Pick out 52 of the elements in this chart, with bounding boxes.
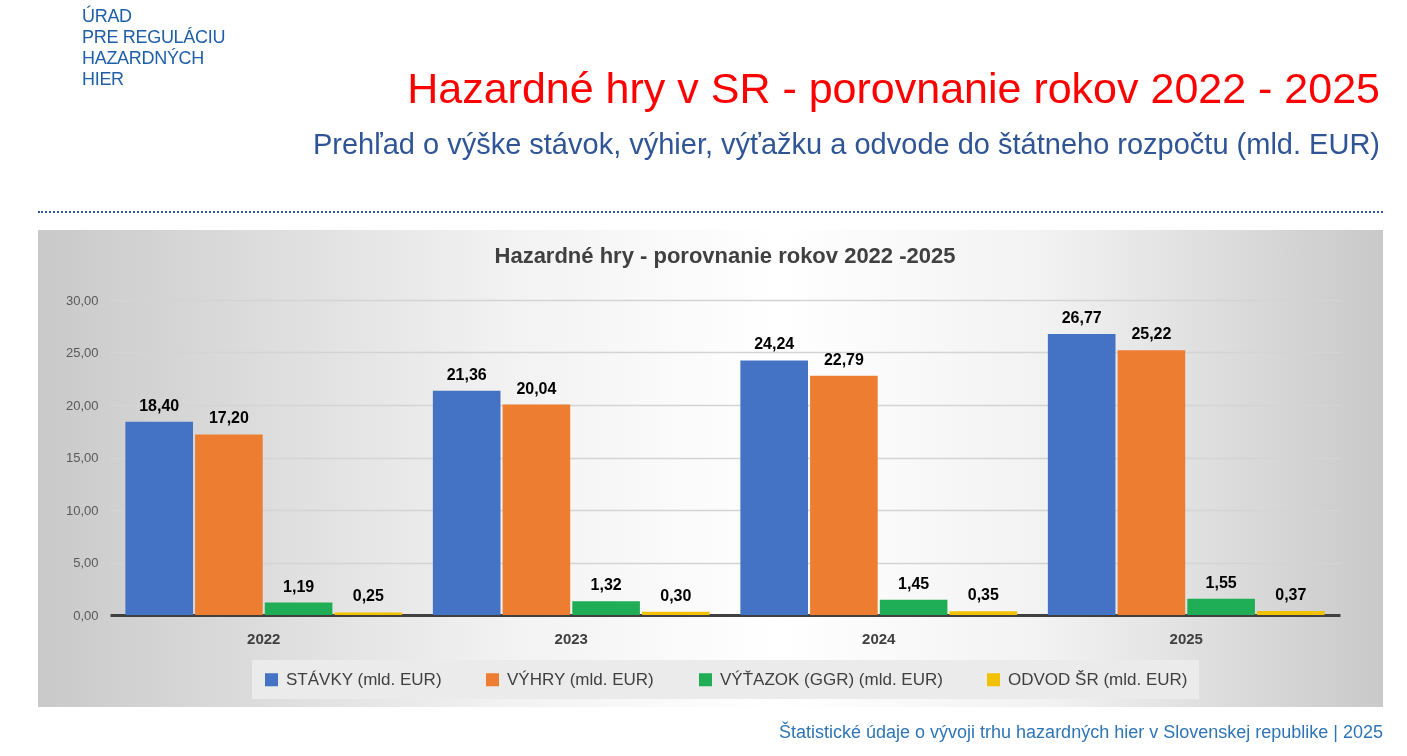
y-tick-label: 25,00 — [65, 345, 99, 360]
y-tick-label: 0,00 — [73, 607, 99, 623]
y-tick-label: 20,00 — [65, 397, 99, 413]
bar — [334, 612, 403, 615]
chart-title: Hazardné hry v SR - porovnanie rokov 2022 - 2025 — [407, 64, 1380, 113]
bar — [264, 602, 333, 615]
x-tick-label: 2025 — [1169, 629, 1203, 647]
chart-subtitle: Prehľad o výške stávok, výhier, výťažku a odvode do štátneho rozpočtu (mld. EUR) — [312, 128, 1380, 161]
bar — [195, 434, 263, 615]
bar — [740, 360, 808, 615]
data-label: 17,20 — [208, 409, 250, 427]
legend-label: ODVOD ŠR (mld. EUR) — [1008, 669, 1188, 689]
x-tick-label: 2023 — [554, 629, 588, 647]
text: Štatistické údaje o vývoji trhu hazardných hier v Slovenskej republike | 2025 — [778, 722, 1383, 743]
data-label: 1,32 — [590, 576, 622, 594]
data-label: 26,77 — [1061, 308, 1102, 326]
x-tick-label: 2024 — [862, 629, 897, 647]
bar — [1117, 350, 1186, 615]
bar — [879, 599, 948, 615]
data-label: 24,24 — [754, 335, 795, 353]
bar — [949, 611, 1018, 615]
bar — [502, 404, 571, 615]
legend-label: VÝŤAZOK (GGR) (mld. EUR) — [720, 669, 943, 689]
data-label: 1,45 — [898, 574, 930, 592]
data-label: 0,35 — [967, 586, 999, 604]
text: Hazardné hry - porovnanie rokov 2022 -2025 — [494, 243, 956, 268]
legend-label: VÝHRY (mld. EUR) — [507, 669, 654, 689]
y-tick-label: 5,00 — [73, 555, 99, 570]
data-label: 25,22 — [1131, 325, 1172, 343]
data-label: 0,30 — [660, 586, 692, 604]
data-label: 21,36 — [446, 365, 487, 383]
data-label: 18,40 — [139, 396, 180, 414]
bar — [432, 390, 501, 615]
data-label: 0,25 — [352, 587, 384, 605]
x-tick-label: 2022 — [247, 629, 281, 647]
data-label: 20,04 — [516, 379, 557, 397]
y-tick-label: 15,00 — [65, 450, 99, 465]
data-label: 1,19 — [283, 577, 315, 595]
y-tick-label: 30,00 — [65, 292, 99, 308]
data-label: 1,55 — [1205, 573, 1237, 591]
bar — [125, 421, 193, 615]
bar — [810, 375, 878, 615]
text: ÚRAD PRE REGULÁCIU HAZARDNÝCH HIER — [82, 6, 226, 90]
bar — [572, 601, 640, 615]
y-tick-label: 10,00 — [65, 502, 99, 518]
legend-label: STÁVKY (mld. EUR) — [286, 669, 442, 689]
bar — [1047, 333, 1116, 615]
bar — [1187, 598, 1255, 615]
bar — [1257, 611, 1325, 615]
data-label: 22,79 — [823, 350, 865, 368]
bar — [642, 611, 710, 615]
data-label: 0,37 — [1275, 586, 1307, 604]
